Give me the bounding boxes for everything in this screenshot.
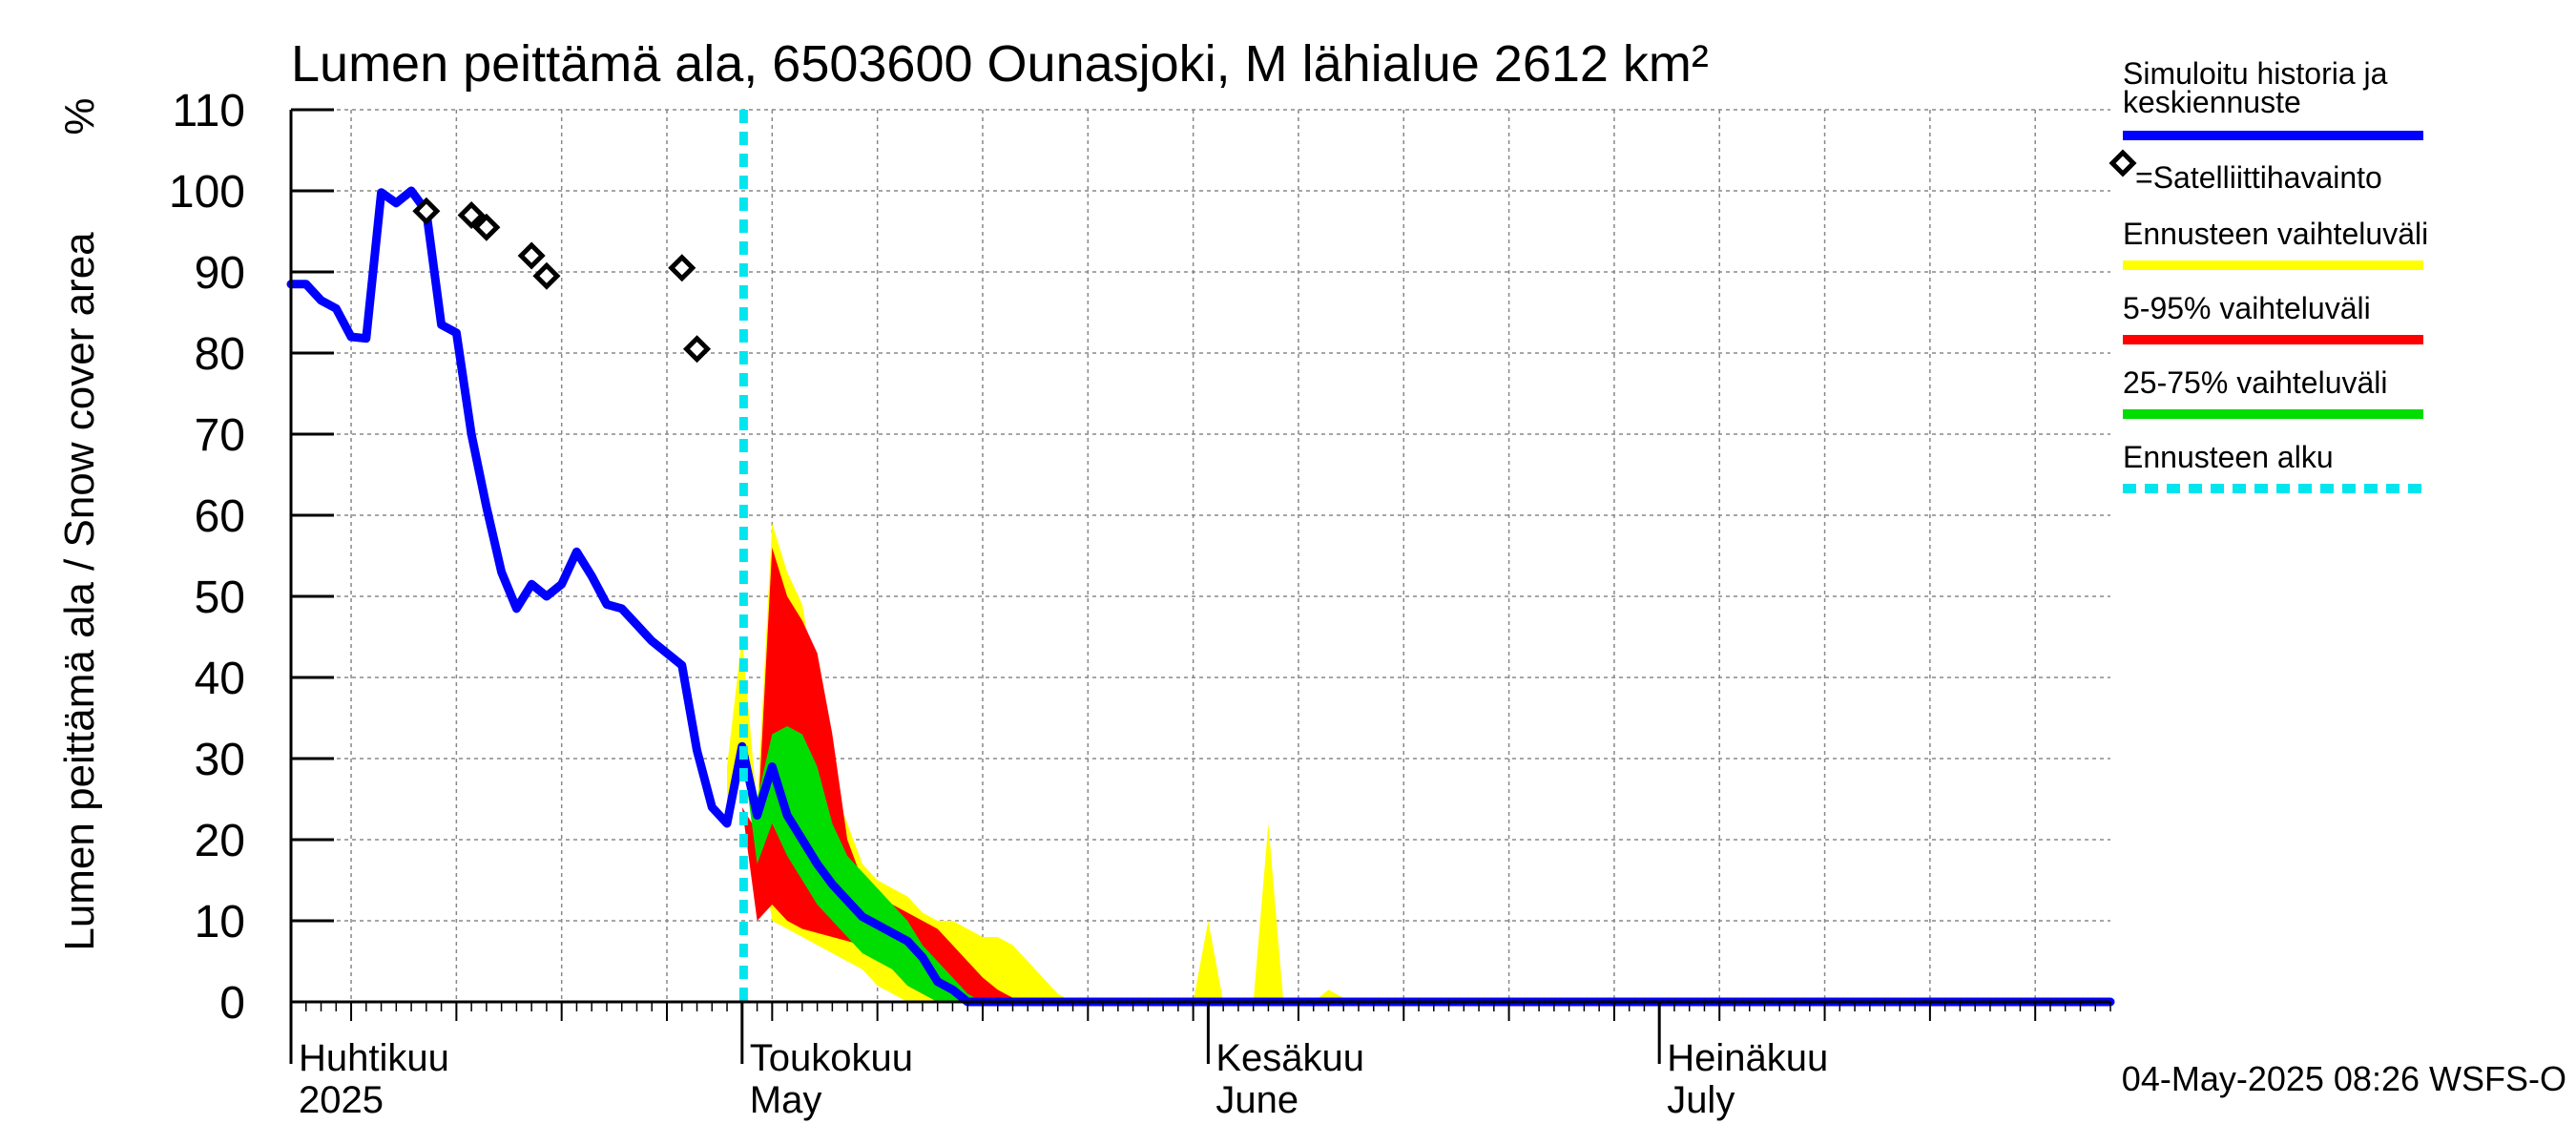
forecast-bands [727, 523, 1359, 1002]
y-tick-label: 80 [195, 329, 245, 380]
y-tick-label: 0 [219, 978, 245, 1029]
month-label-en: May [750, 1079, 822, 1121]
month-label-en: June [1215, 1079, 1298, 1121]
y-tick-label: 60 [195, 491, 245, 542]
legend-label: Ennusteen alku [2123, 440, 2334, 474]
band-p5-95 [727, 548, 1028, 1002]
legend-observation-marker [2109, 149, 2137, 177]
legend-label-line2: keskiennuste [2123, 85, 2301, 119]
y-axis-label: Lumen peittämä ala / Snow cover area % [56, 97, 103, 950]
legend-label: 25-75% vaihteluväli [2123, 365, 2388, 400]
chart-title: Lumen peittämä ala, 6503600 Ounasjoki, M… [291, 35, 1709, 93]
y-tick-label: 50 [195, 572, 245, 623]
month-label-en: July [1667, 1079, 1735, 1121]
timestamp: 04-May-2025 08:26 WSFS-O [2122, 1059, 2566, 1098]
y-tick-label: 70 [195, 410, 245, 461]
month-label-fi: Heinäkuu [1667, 1037, 1828, 1079]
month-label-fi: Toukokuu [750, 1037, 913, 1079]
y-axis-label-text: Lumen peittämä ala / Snow cover area [56, 232, 103, 951]
y-axis-unit: % [56, 97, 103, 135]
observation-point [668, 254, 696, 282]
month-label-fi: Kesäkuu [1215, 1037, 1364, 1079]
observation-point [472, 213, 501, 241]
band-p25-75 [741, 726, 983, 1002]
month-label-fi: Huhtikuu [299, 1037, 449, 1079]
legend-label: 5-95% vaihteluväli [2123, 291, 2371, 325]
series-line-0 [286, 186, 2115, 1007]
month-label-en: 2025 [299, 1079, 384, 1121]
observation-point [412, 197, 441, 225]
series-lines [286, 186, 2115, 1007]
y-tick-label: 90 [195, 248, 245, 299]
legend-label: Simuloitu historia ja [2123, 56, 2388, 91]
observation-point [457, 200, 486, 230]
y-tick-labels: 0 10 20 30 40 50 60 70 80 90 100 110 [169, 86, 245, 1029]
y-tick-label: 100 [169, 167, 245, 218]
satellite-observations [412, 197, 712, 364]
axes [289, 108, 2111, 1064]
y-tick-label: 20 [195, 816, 245, 866]
y-tick-label: 30 [195, 735, 245, 785]
observation-point [532, 261, 561, 290]
legend-label: Ennusteen vaihteluväli [2123, 217, 2428, 251]
y-tick-label: 40 [195, 654, 245, 704]
observation-point [517, 241, 546, 270]
y-tick-label: 110 [172, 86, 245, 136]
legend-label: =Satelliittihavainto [2135, 160, 2382, 195]
observation-point [682, 335, 712, 364]
y-tick-label: 10 [195, 897, 245, 947]
